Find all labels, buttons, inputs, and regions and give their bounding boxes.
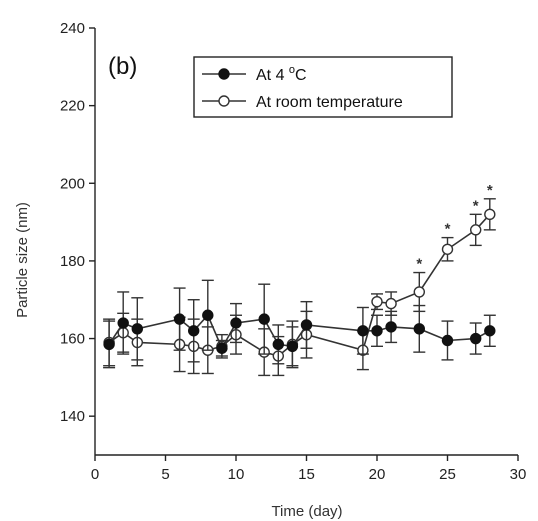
data-point <box>385 321 397 333</box>
legend-box <box>193 56 453 118</box>
y-tick-label: 180 <box>60 253 85 270</box>
data-point <box>117 317 129 329</box>
x-tick-label: 5 <box>161 466 169 483</box>
data-point <box>441 334 454 347</box>
data-point <box>357 325 369 337</box>
legend-marker-room <box>218 95 230 107</box>
legend: At 4 oC At room temperature <box>193 56 453 118</box>
data-point <box>187 325 200 337</box>
legend-marker-4c <box>218 68 230 80</box>
data-point <box>173 313 186 325</box>
significance-marker: * <box>473 197 479 214</box>
y-tick-label: 220 <box>60 98 85 115</box>
data-point <box>103 338 115 351</box>
y-tick-label: 160 <box>60 331 85 348</box>
data-point <box>413 286 425 298</box>
legend-label-4c-tail: C <box>295 67 307 84</box>
x-tick-label: 20 <box>369 466 386 483</box>
data-point <box>441 243 454 255</box>
significance-marker: * <box>445 221 451 238</box>
panel-label: (b) <box>108 53 137 80</box>
x-tick-label: 25 <box>439 466 456 483</box>
x-tick-label: 30 <box>510 466 527 483</box>
data-point <box>413 323 425 335</box>
data-point <box>300 319 313 331</box>
data-point <box>258 313 270 325</box>
series-0 <box>103 279 496 369</box>
significance-marker: * <box>416 256 422 273</box>
series-1: * * * * <box>103 182 496 377</box>
data-point <box>286 340 299 353</box>
data-point <box>272 338 284 351</box>
data-point <box>202 309 214 321</box>
data-point <box>470 224 482 236</box>
legend-label-4c: At 4 oC <box>256 64 307 84</box>
data-point <box>371 325 383 337</box>
legend-label-4c-main: At 4 <box>256 67 289 84</box>
data-point <box>216 342 228 354</box>
y-tick-label: 240 <box>60 20 85 37</box>
x-tick-label: 15 <box>298 466 315 483</box>
ticks: 0 5 10 15 20 25 30 140 160 180 200 220 240 <box>60 20 526 483</box>
significance-marker: * <box>487 182 493 199</box>
y-tick-label: 200 <box>60 175 85 192</box>
x-axis-title: Time (day) <box>271 503 342 520</box>
series-layer: * * * * <box>103 182 496 377</box>
legend-label-4c-sup: o <box>289 64 295 76</box>
data-point <box>470 332 482 345</box>
data-point <box>385 297 397 310</box>
data-point <box>484 325 496 337</box>
data-point <box>230 317 242 329</box>
legend-label-room: At room temperature <box>256 94 403 111</box>
x-tick-label: 10 <box>228 466 245 483</box>
x-tick-label: 0 <box>91 466 99 483</box>
y-tick-label: 140 <box>60 408 85 425</box>
data-point <box>484 208 496 221</box>
data-point <box>371 295 383 308</box>
y-axis-title: Particle size (nm) <box>14 202 31 318</box>
data-point <box>131 323 144 335</box>
